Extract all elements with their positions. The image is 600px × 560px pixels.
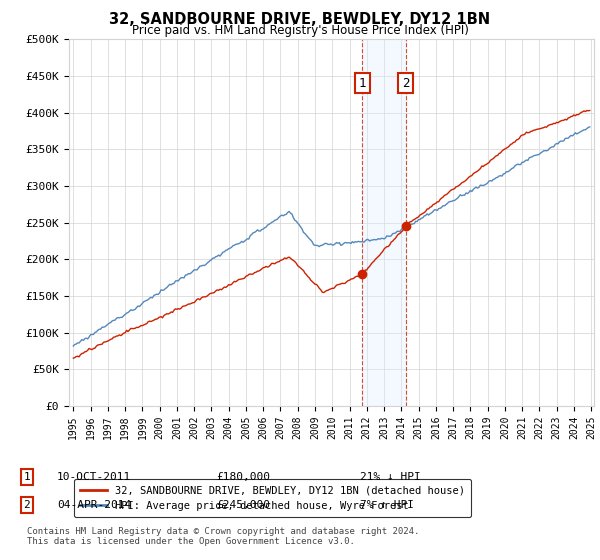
Text: 21% ↓ HPI: 21% ↓ HPI bbox=[360, 472, 421, 482]
Text: 04-APR-2014: 04-APR-2014 bbox=[57, 500, 131, 510]
Text: 1: 1 bbox=[359, 77, 366, 90]
Legend: 32, SANDBOURNE DRIVE, BEWDLEY, DY12 1BN (detached house), HPI: Average price, de: 32, SANDBOURNE DRIVE, BEWDLEY, DY12 1BN … bbox=[74, 479, 471, 517]
Text: 32, SANDBOURNE DRIVE, BEWDLEY, DY12 1BN: 32, SANDBOURNE DRIVE, BEWDLEY, DY12 1BN bbox=[109, 12, 491, 27]
Text: Contains HM Land Registry data © Crown copyright and database right 2024.
This d: Contains HM Land Registry data © Crown c… bbox=[27, 526, 419, 546]
Text: £180,000: £180,000 bbox=[216, 472, 270, 482]
Text: Price paid vs. HM Land Registry's House Price Index (HPI): Price paid vs. HM Land Registry's House … bbox=[131, 24, 469, 36]
Text: 1: 1 bbox=[23, 472, 31, 482]
Text: £245,000: £245,000 bbox=[216, 500, 270, 510]
Text: 10-OCT-2011: 10-OCT-2011 bbox=[57, 472, 131, 482]
Text: 2: 2 bbox=[402, 77, 409, 90]
Bar bbox=[362, 39, 406, 406]
Text: 7% ↑ HPI: 7% ↑ HPI bbox=[360, 500, 414, 510]
Text: 2: 2 bbox=[23, 500, 31, 510]
